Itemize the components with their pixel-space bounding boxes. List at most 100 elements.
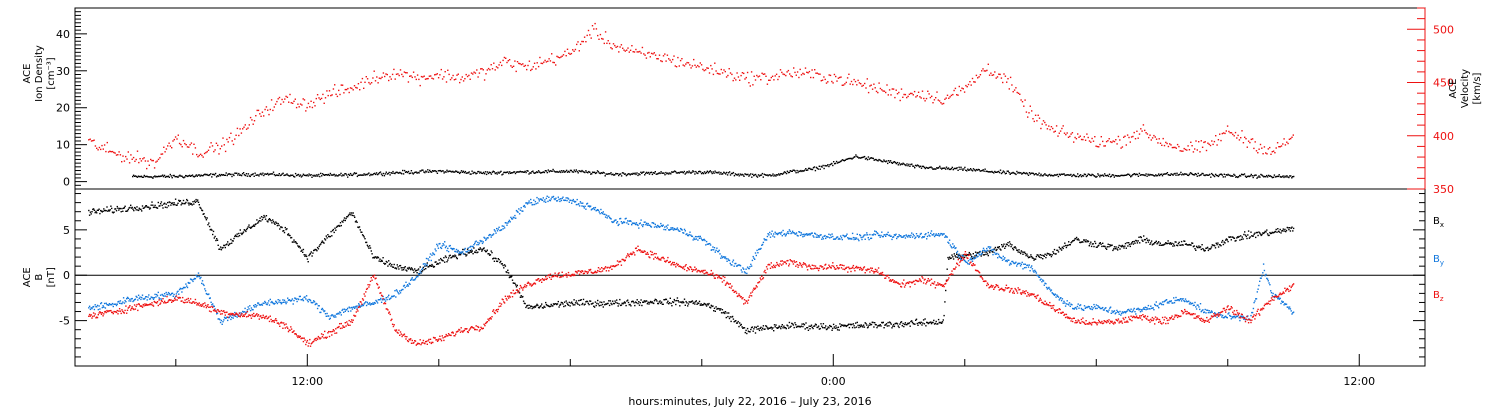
- density-point: [1096, 175, 1098, 178]
- by-point: [197, 272, 200, 274]
- density-point: [730, 172, 733, 175]
- by-point: [460, 252, 462, 254]
- density-point: [1248, 175, 1250, 178]
- velocity-point: [1128, 136, 1130, 139]
- bx-point: [641, 304, 643, 307]
- density-point: [232, 173, 234, 176]
- bx-point: [413, 271, 415, 274]
- density-point: [1009, 173, 1011, 175]
- by-point: [616, 221, 619, 223]
- by-point: [397, 291, 399, 294]
- by-point: [180, 288, 182, 290]
- bx-point: [1227, 240, 1229, 243]
- by-point: [318, 305, 320, 307]
- density-point: [548, 171, 550, 173]
- bx-point: [1188, 244, 1190, 246]
- by-point: [197, 275, 199, 278]
- density-point: [813, 166, 816, 168]
- bx-point: [1221, 239, 1224, 242]
- density-point: [159, 175, 162, 177]
- bx-point: [228, 243, 230, 245]
- bx-point: [425, 265, 428, 267]
- velocity-point: [545, 61, 548, 63]
- by-point: [345, 309, 347, 311]
- by-point: [963, 259, 965, 261]
- density-point: [842, 159, 845, 161]
- bx-point: [567, 304, 570, 306]
- density-point: [459, 171, 462, 174]
- by-point: [495, 232, 497, 234]
- by-point: [996, 252, 998, 255]
- velocity-point: [1037, 114, 1039, 116]
- velocity-point: [411, 76, 413, 79]
- velocity-point: [950, 94, 953, 97]
- bx-point: [496, 260, 499, 263]
- velocity-point: [631, 45, 633, 47]
- bx-point: [289, 234, 291, 237]
- density-point: [1037, 174, 1039, 176]
- density-point: [179, 174, 181, 176]
- bx-point: [172, 204, 174, 206]
- velocity-point: [180, 143, 182, 146]
- bx-point: [1206, 246, 1209, 249]
- by-point: [129, 298, 131, 300]
- density-point: [742, 174, 744, 176]
- bx-point: [295, 242, 297, 244]
- density-point: [1110, 175, 1113, 177]
- velocity-point: [127, 151, 129, 153]
- bx-point: [1173, 245, 1176, 247]
- by-point: [465, 251, 467, 253]
- velocity-point: [452, 74, 454, 77]
- bx-point: [866, 324, 868, 326]
- density-point: [1187, 174, 1190, 177]
- by-point: [597, 209, 600, 212]
- by-point: [394, 290, 396, 292]
- bx-point: [775, 324, 777, 326]
- velocity-point: [418, 78, 420, 81]
- by-point: [901, 236, 903, 238]
- density-point: [417, 171, 419, 174]
- velocity-point: [1025, 111, 1028, 113]
- density-point: [620, 175, 623, 177]
- by-point: [627, 220, 629, 222]
- bx-point: [1186, 244, 1188, 246]
- bx-point: [219, 246, 222, 248]
- by-point: [398, 293, 400, 295]
- velocity-point: [1088, 140, 1091, 142]
- by-point: [365, 301, 367, 303]
- bx-point: [868, 324, 870, 326]
- bx-point: [698, 302, 700, 305]
- density-point: [475, 173, 477, 175]
- bx-point: [1149, 243, 1151, 245]
- by-point: [224, 317, 226, 319]
- bx-point: [592, 302, 594, 304]
- bx-point: [1247, 234, 1249, 236]
- by-point: [505, 222, 507, 224]
- velocity-point: [1291, 136, 1293, 138]
- by-point: [959, 256, 961, 258]
- bx-point: [624, 302, 626, 304]
- velocity-point: [360, 81, 362, 83]
- density-point: [1048, 174, 1050, 176]
- velocity-point: [829, 74, 832, 77]
- density-point: [1005, 172, 1007, 174]
- velocity-point: [1105, 140, 1108, 143]
- by-point: [314, 303, 316, 306]
- density-point: [870, 157, 872, 159]
- bx-point: [1212, 244, 1214, 247]
- by-point: [546, 195, 548, 197]
- by-point: [1034, 269, 1036, 272]
- by-point: [424, 265, 426, 267]
- by-point: [585, 208, 587, 210]
- by-point: [202, 283, 204, 285]
- by-point: [114, 303, 116, 305]
- bx-point: [836, 329, 839, 331]
- by-point: [681, 229, 683, 231]
- by-point: [1094, 306, 1096, 308]
- bx-point: [541, 303, 543, 305]
- by-point: [953, 245, 955, 247]
- bx-point: [1112, 249, 1114, 252]
- by-point: [784, 235, 787, 237]
- velocity-point: [1259, 143, 1262, 146]
- density-point: [215, 176, 218, 178]
